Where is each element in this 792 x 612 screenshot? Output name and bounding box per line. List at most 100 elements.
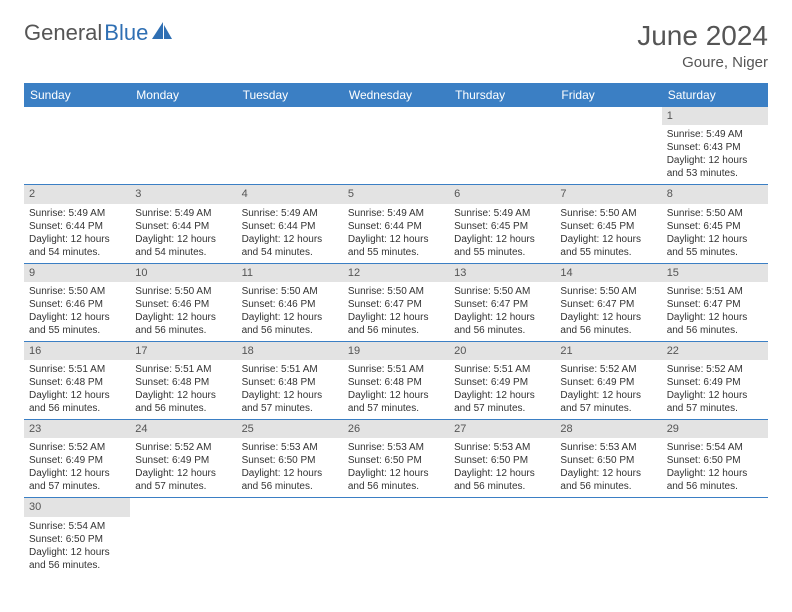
sunset-line: Sunset: 6:49 PM <box>560 376 656 389</box>
day-details: Sunrise: 5:50 AMSunset: 6:47 PMDaylight:… <box>449 282 555 341</box>
sunrise-line: Sunrise: 5:49 AM <box>135 207 231 220</box>
logo: GeneralBlue <box>24 20 174 46</box>
calendar-cell <box>555 107 661 185</box>
day-number: 10 <box>130 264 236 282</box>
daylight-line: Daylight: 12 hours and 56 minutes. <box>560 311 656 337</box>
sunset-line: Sunset: 6:47 PM <box>667 298 763 311</box>
sunset-line: Sunset: 6:49 PM <box>29 454 125 467</box>
day-details: Sunrise: 5:50 AMSunset: 6:46 PMDaylight:… <box>237 282 343 341</box>
day-details: Sunrise: 5:50 AMSunset: 6:45 PMDaylight:… <box>662 204 768 263</box>
month-title: June 2024 <box>637 20 768 52</box>
sunset-line: Sunset: 6:48 PM <box>135 376 231 389</box>
sunrise-line: Sunrise: 5:53 AM <box>242 441 338 454</box>
sunset-line: Sunset: 6:47 PM <box>454 298 550 311</box>
sunrise-line: Sunrise: 5:53 AM <box>454 441 550 454</box>
calendar-cell: 30Sunrise: 5:54 AMSunset: 6:50 PMDayligh… <box>24 498 130 576</box>
sunrise-line: Sunrise: 5:50 AM <box>560 207 656 220</box>
day-header: Friday <box>555 83 661 107</box>
sunset-line: Sunset: 6:50 PM <box>348 454 444 467</box>
daylight-line: Daylight: 12 hours and 55 minutes. <box>454 233 550 259</box>
day-number: 2 <box>24 185 130 203</box>
calendar-cell: 6Sunrise: 5:49 AMSunset: 6:45 PMDaylight… <box>449 185 555 263</box>
daylight-line: Daylight: 12 hours and 57 minutes. <box>29 467 125 493</box>
sunrise-line: Sunrise: 5:49 AM <box>667 128 763 141</box>
day-header: Sunday <box>24 83 130 107</box>
sunrise-line: Sunrise: 5:49 AM <box>454 207 550 220</box>
daylight-line: Daylight: 12 hours and 56 minutes. <box>454 311 550 337</box>
sunrise-line: Sunrise: 5:51 AM <box>242 363 338 376</box>
calendar-cell: 24Sunrise: 5:52 AMSunset: 6:49 PMDayligh… <box>130 420 236 498</box>
day-details: Sunrise: 5:49 AMSunset: 6:44 PMDaylight:… <box>343 204 449 263</box>
day-number: 17 <box>130 342 236 360</box>
sunrise-line: Sunrise: 5:50 AM <box>135 285 231 298</box>
day-number: 1 <box>662 107 768 125</box>
day-number: 3 <box>130 185 236 203</box>
daylight-line: Daylight: 12 hours and 56 minutes. <box>667 467 763 493</box>
calendar-cell: 9Sunrise: 5:50 AMSunset: 6:46 PMDaylight… <box>24 263 130 341</box>
sunrise-line: Sunrise: 5:49 AM <box>242 207 338 220</box>
sunrise-line: Sunrise: 5:54 AM <box>29 520 125 533</box>
calendar-cell: 16Sunrise: 5:51 AMSunset: 6:48 PMDayligh… <box>24 341 130 419</box>
day-details: Sunrise: 5:52 AMSunset: 6:49 PMDaylight:… <box>555 360 661 419</box>
daylight-line: Daylight: 12 hours and 57 minutes. <box>348 389 444 415</box>
sunset-line: Sunset: 6:50 PM <box>29 533 125 546</box>
daylight-line: Daylight: 12 hours and 56 minutes. <box>135 311 231 337</box>
sunset-line: Sunset: 6:45 PM <box>667 220 763 233</box>
calendar-cell: 26Sunrise: 5:53 AMSunset: 6:50 PMDayligh… <box>343 420 449 498</box>
day-details: Sunrise: 5:49 AMSunset: 6:45 PMDaylight:… <box>449 204 555 263</box>
sunrise-line: Sunrise: 5:50 AM <box>242 285 338 298</box>
calendar-row: 9Sunrise: 5:50 AMSunset: 6:46 PMDaylight… <box>24 263 768 341</box>
day-number: 6 <box>449 185 555 203</box>
sunrise-line: Sunrise: 5:51 AM <box>29 363 125 376</box>
calendar-cell: 15Sunrise: 5:51 AMSunset: 6:47 PMDayligh… <box>662 263 768 341</box>
sunset-line: Sunset: 6:48 PM <box>29 376 125 389</box>
sunrise-line: Sunrise: 5:52 AM <box>560 363 656 376</box>
day-number: 28 <box>555 420 661 438</box>
sunset-line: Sunset: 6:49 PM <box>454 376 550 389</box>
sunset-line: Sunset: 6:50 PM <box>242 454 338 467</box>
sunrise-line: Sunrise: 5:52 AM <box>29 441 125 454</box>
day-details: Sunrise: 5:49 AMSunset: 6:43 PMDaylight:… <box>662 125 768 184</box>
daylight-line: Daylight: 12 hours and 55 minutes. <box>348 233 444 259</box>
sunset-line: Sunset: 6:47 PM <box>560 298 656 311</box>
day-number: 8 <box>662 185 768 203</box>
daylight-line: Daylight: 12 hours and 55 minutes. <box>29 311 125 337</box>
sunrise-line: Sunrise: 5:49 AM <box>29 207 125 220</box>
daylight-line: Daylight: 12 hours and 54 minutes. <box>135 233 231 259</box>
day-number: 21 <box>555 342 661 360</box>
day-number: 14 <box>555 264 661 282</box>
calendar-cell: 25Sunrise: 5:53 AMSunset: 6:50 PMDayligh… <box>237 420 343 498</box>
daylight-line: Daylight: 12 hours and 56 minutes. <box>560 467 656 493</box>
calendar-cell: 19Sunrise: 5:51 AMSunset: 6:48 PMDayligh… <box>343 341 449 419</box>
day-details: Sunrise: 5:51 AMSunset: 6:48 PMDaylight:… <box>130 360 236 419</box>
sunrise-line: Sunrise: 5:50 AM <box>667 207 763 220</box>
day-details: Sunrise: 5:52 AMSunset: 6:49 PMDaylight:… <box>24 438 130 497</box>
day-number: 26 <box>343 420 449 438</box>
daylight-line: Daylight: 12 hours and 54 minutes. <box>242 233 338 259</box>
day-number: 4 <box>237 185 343 203</box>
calendar-row: 30Sunrise: 5:54 AMSunset: 6:50 PMDayligh… <box>24 498 768 576</box>
sunset-line: Sunset: 6:44 PM <box>135 220 231 233</box>
day-details: Sunrise: 5:50 AMSunset: 6:45 PMDaylight:… <box>555 204 661 263</box>
daylight-line: Daylight: 12 hours and 55 minutes. <box>560 233 656 259</box>
sunset-line: Sunset: 6:49 PM <box>667 376 763 389</box>
sunset-line: Sunset: 6:45 PM <box>560 220 656 233</box>
title-block: June 2024 Goure, Niger <box>637 20 768 71</box>
calendar-cell: 27Sunrise: 5:53 AMSunset: 6:50 PMDayligh… <box>449 420 555 498</box>
logo-text-1: General <box>24 20 102 46</box>
sunset-line: Sunset: 6:46 PM <box>242 298 338 311</box>
sunrise-line: Sunrise: 5:51 AM <box>135 363 231 376</box>
sunrise-line: Sunrise: 5:52 AM <box>135 441 231 454</box>
sunrise-line: Sunrise: 5:51 AM <box>667 285 763 298</box>
sunrise-line: Sunrise: 5:50 AM <box>560 285 656 298</box>
day-number: 30 <box>24 498 130 516</box>
sunrise-line: Sunrise: 5:50 AM <box>29 285 125 298</box>
calendar-cell <box>449 498 555 576</box>
sunset-line: Sunset: 6:50 PM <box>454 454 550 467</box>
daylight-line: Daylight: 12 hours and 56 minutes. <box>242 311 338 337</box>
daylight-line: Daylight: 12 hours and 56 minutes. <box>242 467 338 493</box>
calendar-row: 23Sunrise: 5:52 AMSunset: 6:49 PMDayligh… <box>24 420 768 498</box>
day-details: Sunrise: 5:49 AMSunset: 6:44 PMDaylight:… <box>130 204 236 263</box>
day-details: Sunrise: 5:50 AMSunset: 6:47 PMDaylight:… <box>343 282 449 341</box>
calendar-cell: 7Sunrise: 5:50 AMSunset: 6:45 PMDaylight… <box>555 185 661 263</box>
